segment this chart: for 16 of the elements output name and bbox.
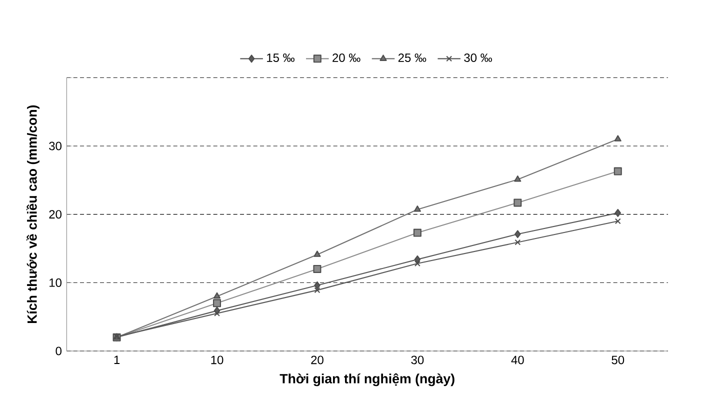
x-tick-label: 10 xyxy=(211,356,224,364)
y-tick-label: 10 xyxy=(50,278,62,287)
x-axis-title: Thời gian thí nghiệm (ngày) xyxy=(280,373,454,386)
y-axis-title: Kích thước về chiều cao (mm/con) xyxy=(26,105,40,324)
y-tick-label: 30 xyxy=(49,142,62,150)
legend-label: 30 ‰ xyxy=(464,53,492,62)
legend-label: 20 ‰ xyxy=(332,53,360,62)
x-tick-label: 20 xyxy=(311,356,324,364)
x-tick-label: 50 xyxy=(612,356,624,364)
legend-label: 15 ‰ xyxy=(267,54,294,62)
x-tick-label: 30 xyxy=(411,356,424,364)
legend-label: 25 ‰ xyxy=(398,53,426,62)
x-tick-label: 1 xyxy=(114,356,120,364)
y-tick-label: 20 xyxy=(49,210,62,219)
y-tick-label: 0 xyxy=(56,346,62,356)
x-tick-label: 40 xyxy=(511,356,524,364)
